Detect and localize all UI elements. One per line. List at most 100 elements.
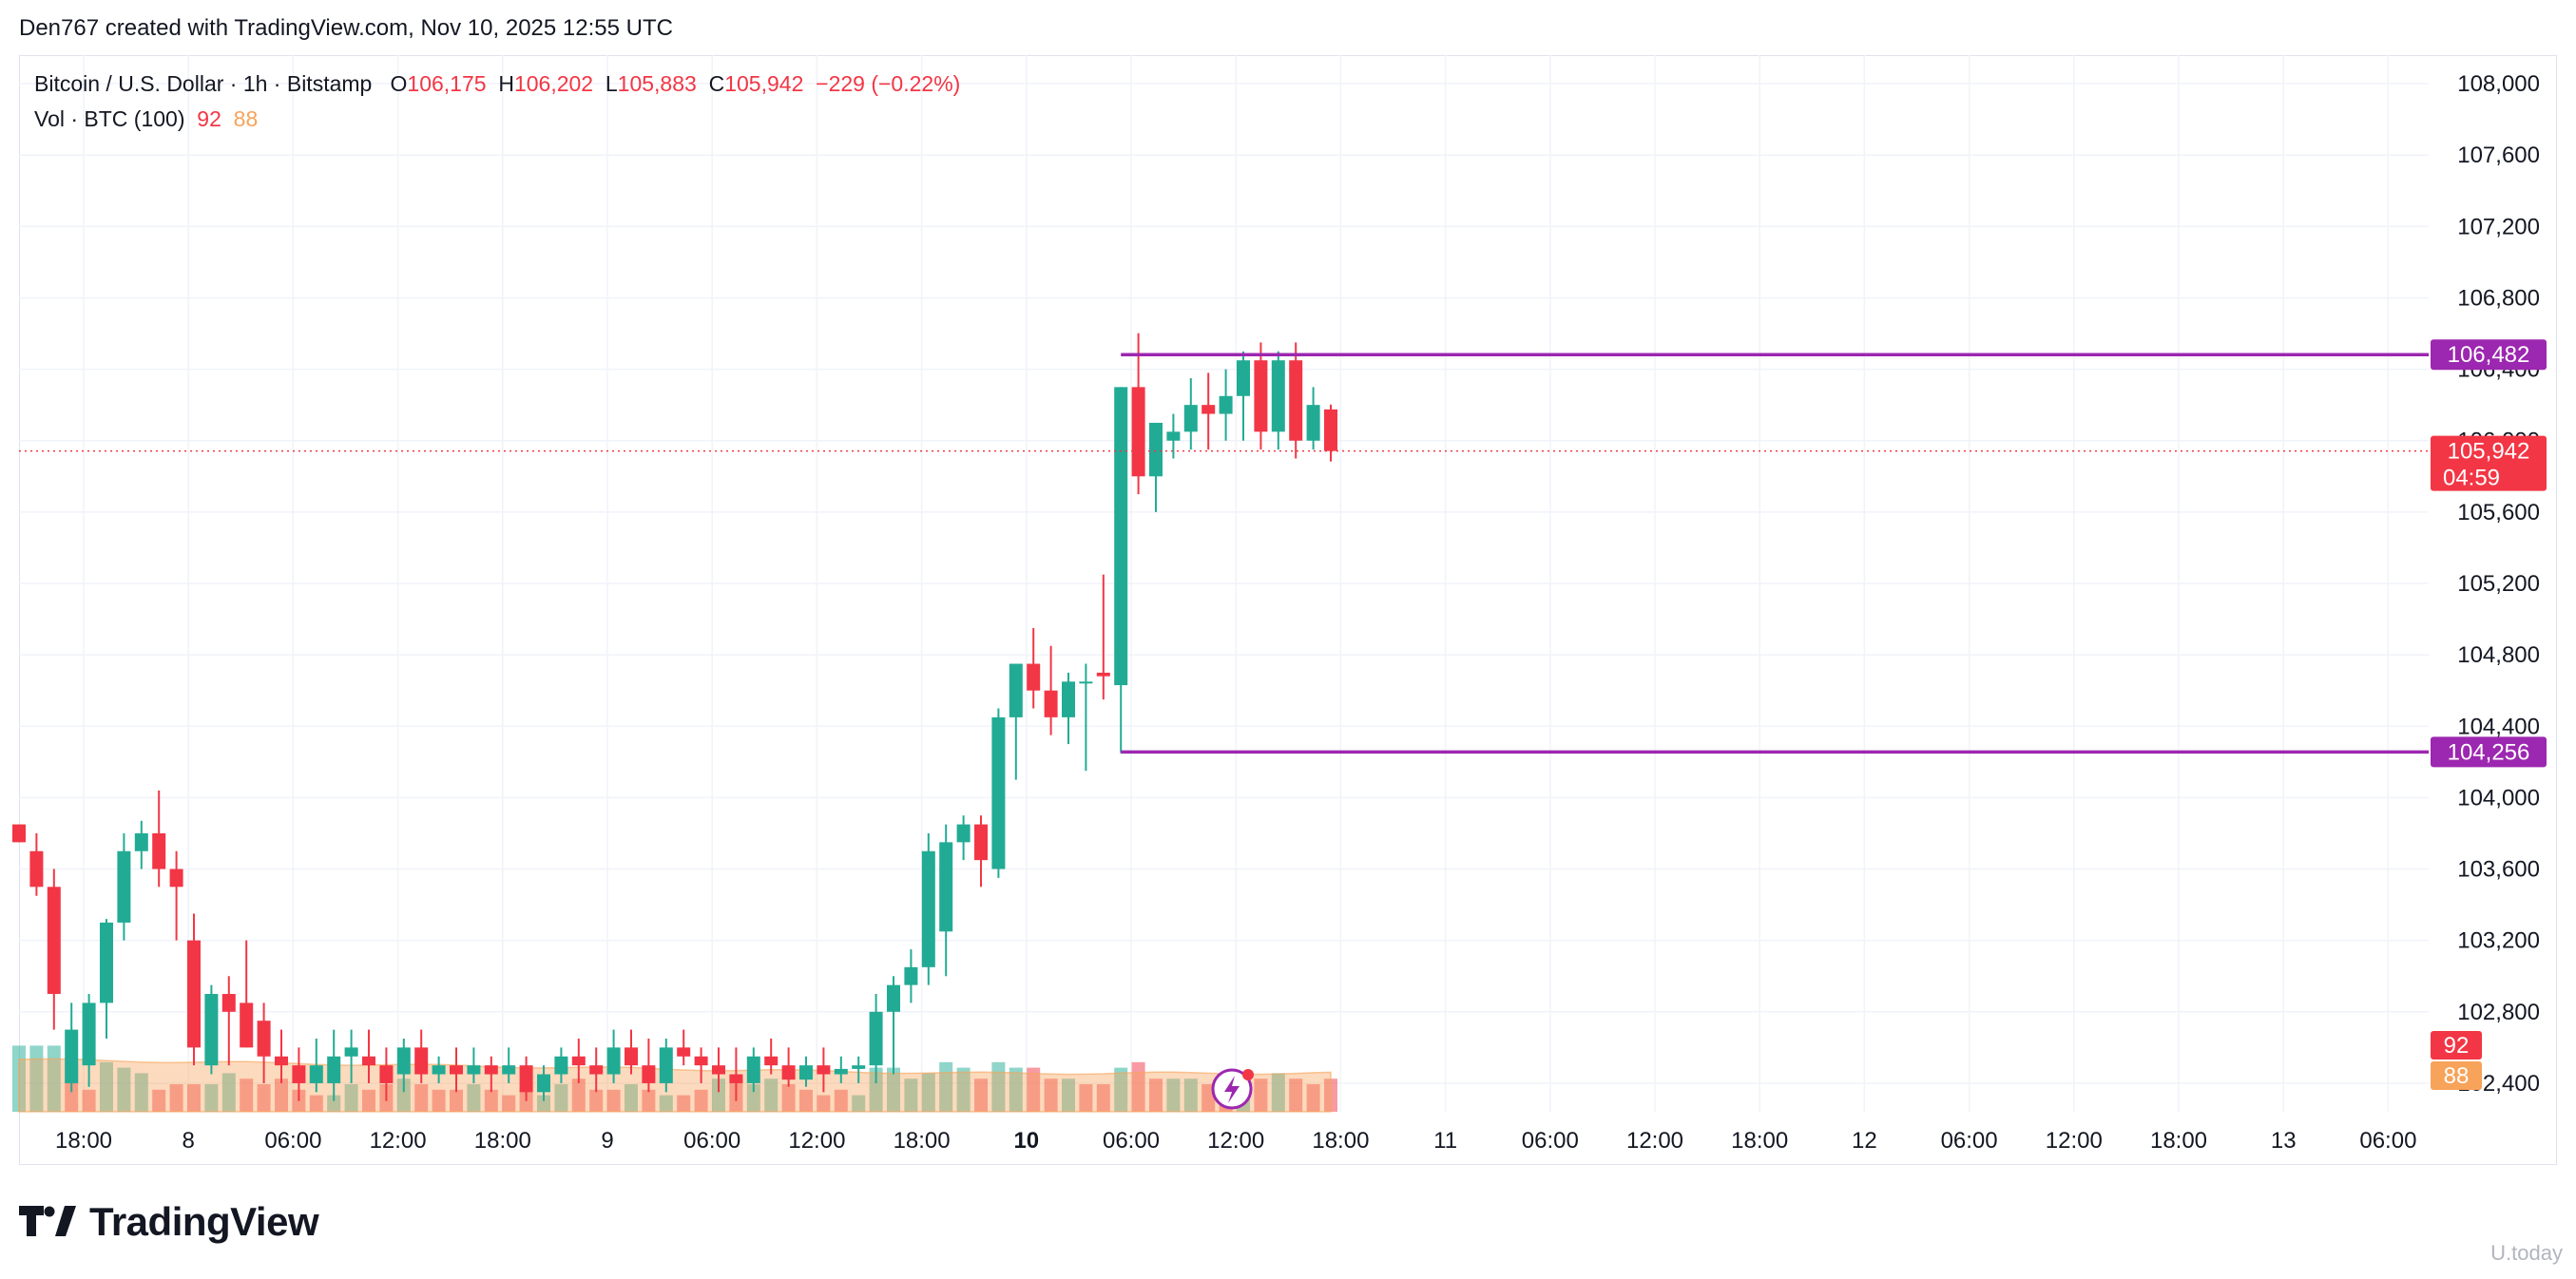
legend-gap	[487, 71, 499, 96]
legend-h-label: H	[498, 71, 514, 96]
candle-body	[240, 1002, 254, 1048]
y-tick-label: 108,000	[2457, 71, 2540, 97]
candle-body	[1324, 409, 1337, 451]
candle-body	[117, 850, 131, 923]
candle-body	[659, 1047, 673, 1083]
chart-frame[interactable]	[19, 55, 2557, 1165]
volume-bar	[221, 1073, 236, 1112]
y-tick-label: 104,400	[2457, 714, 2540, 739]
legend-volume-value: 92	[197, 106, 221, 131]
volume-bar	[134, 1073, 148, 1112]
volume-bar	[362, 1089, 375, 1112]
x-tick-label: 18:00	[474, 1128, 531, 1154]
candle-body	[100, 922, 113, 1003]
candle-body	[606, 1047, 621, 1075]
volume-bar	[275, 1079, 288, 1112]
volume-bar	[817, 1095, 831, 1112]
volume-bar	[1306, 1084, 1320, 1112]
candle-body	[12, 824, 26, 843]
volume-bar	[1027, 1067, 1041, 1112]
volume-bar	[974, 1079, 988, 1112]
x-tick-label: 18:00	[894, 1128, 951, 1154]
candle-body	[677, 1047, 691, 1057]
candle-body	[344, 1047, 358, 1057]
candle-body	[554, 1056, 568, 1075]
lightning-icon[interactable]	[1211, 1068, 1254, 1110]
candle-body	[396, 1047, 411, 1075]
candle-body	[921, 850, 935, 967]
candle-body	[1306, 405, 1320, 441]
volume-bar	[100, 1061, 113, 1112]
y-tick-label: 102,800	[2457, 1000, 2540, 1025]
volume-bar	[1131, 1061, 1145, 1112]
x-tick-label: 06:00	[264, 1128, 321, 1154]
volume-bar	[502, 1095, 516, 1112]
legend-symbol[interactable]: Bitcoin / U.S. Dollar · 1h · Bitstamp	[34, 71, 373, 96]
candle-body	[292, 1065, 306, 1083]
candle-body	[1079, 681, 1093, 684]
volume-bar	[450, 1089, 463, 1112]
chart-header: Den767 created with TradingView.com, Nov…	[19, 15, 673, 41]
x-tick-label: 18:00	[1731, 1128, 1788, 1154]
legend-gap	[185, 106, 198, 131]
volume-bar	[396, 1079, 411, 1112]
candle-body	[187, 940, 201, 1048]
candle-body	[1289, 360, 1303, 441]
volume-layer	[12, 1045, 1337, 1113]
watermark-text: U.today	[2490, 1241, 2563, 1265]
volume-bar	[677, 1095, 691, 1112]
legend-gap	[803, 71, 816, 96]
candle-body	[1254, 360, 1268, 432]
y-tick-label: 105,200	[2457, 571, 2540, 597]
candle-body	[275, 1056, 288, 1066]
candle-body	[47, 887, 61, 995]
volume-label-text: 92	[2444, 1033, 2470, 1059]
tradingview-brand[interactable]: TradingView	[19, 1199, 319, 1245]
candle-body	[82, 1002, 96, 1066]
volume-bar	[537, 1095, 550, 1112]
x-tick-label: 12:00	[370, 1128, 427, 1154]
legend-c-value: 105,942	[724, 71, 804, 96]
price-label-box	[2431, 435, 2547, 491]
y-tick-label: 103,600	[2457, 857, 2540, 883]
x-tick-label: 06:00	[2359, 1128, 2416, 1154]
volume-bar	[625, 1084, 638, 1112]
candle-body	[1183, 405, 1198, 432]
volume-label-text: 88	[2444, 1063, 2470, 1089]
candle-body	[1166, 431, 1181, 441]
volume-bar	[309, 1095, 323, 1112]
legend-l-value: 105,883	[617, 71, 697, 96]
candle-body	[781, 1065, 796, 1080]
legend-c-label: C	[708, 71, 725, 96]
x-tick-label: 13	[2271, 1128, 2297, 1154]
candle-body	[450, 1065, 463, 1075]
candle-body	[1237, 360, 1250, 396]
candle-body	[1114, 387, 1128, 686]
candle-body	[642, 1065, 656, 1083]
x-tick-label: 06:00	[683, 1128, 740, 1154]
volume-bar	[484, 1089, 498, 1112]
volume-bar	[659, 1095, 673, 1112]
candle-body	[519, 1065, 533, 1093]
volume-bar	[432, 1089, 446, 1112]
tradingview-logo-icon	[19, 1206, 76, 1236]
volume-bar	[554, 1084, 568, 1112]
volume-bar	[904, 1079, 918, 1112]
candle-body	[589, 1065, 604, 1075]
volume-bar	[152, 1089, 166, 1112]
volume-bar	[589, 1089, 604, 1112]
brand-name: TradingView	[89, 1199, 319, 1244]
y-tick-label: 107,600	[2457, 143, 2540, 168]
candle-body	[852, 1065, 866, 1069]
volume-bar	[257, 1084, 271, 1112]
volume-bar	[82, 1089, 96, 1112]
axis-layer: 108,000107,600107,200106,800106,400106,0…	[55, 71, 2540, 1154]
candle-body	[1271, 360, 1285, 432]
price-label-box	[2431, 339, 2547, 371]
volume-bar	[1096, 1084, 1110, 1112]
legend-volume-label[interactable]: Vol · BTC (100)	[34, 106, 185, 131]
y-tick-label: 104,800	[2457, 642, 2540, 668]
candle-body	[939, 842, 953, 932]
candle-body	[887, 984, 900, 1012]
